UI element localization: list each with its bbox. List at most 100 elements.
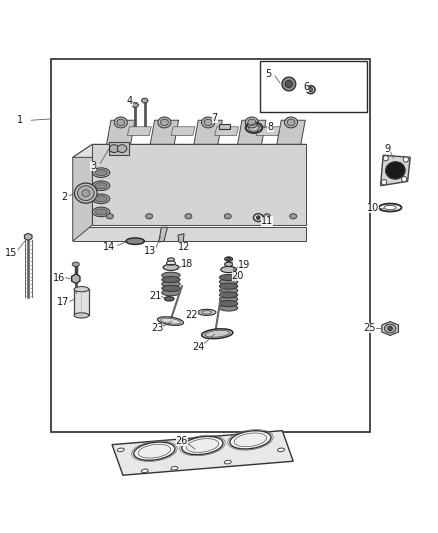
Polygon shape: [381, 155, 410, 185]
Ellipse shape: [95, 196, 107, 202]
Ellipse shape: [134, 442, 175, 461]
Text: 13: 13: [144, 246, 156, 256]
Text: 17: 17: [57, 297, 69, 308]
Text: 2: 2: [61, 192, 67, 201]
Text: 1: 1: [17, 115, 23, 125]
Ellipse shape: [158, 117, 171, 128]
Circle shape: [308, 87, 313, 92]
Ellipse shape: [95, 169, 107, 176]
Circle shape: [282, 77, 296, 91]
Ellipse shape: [161, 318, 180, 324]
Text: 16: 16: [53, 273, 65, 283]
Circle shape: [402, 176, 407, 182]
Ellipse shape: [163, 264, 179, 270]
Text: 15: 15: [5, 248, 18, 259]
Polygon shape: [74, 289, 89, 316]
Ellipse shape: [204, 119, 212, 126]
Polygon shape: [194, 120, 222, 144]
Ellipse shape: [162, 281, 180, 287]
Ellipse shape: [278, 448, 284, 451]
Circle shape: [381, 180, 387, 185]
Polygon shape: [25, 233, 32, 240]
Ellipse shape: [106, 214, 113, 219]
Polygon shape: [237, 120, 266, 144]
Ellipse shape: [221, 266, 237, 272]
Ellipse shape: [385, 161, 405, 179]
Ellipse shape: [162, 289, 180, 296]
Polygon shape: [277, 120, 305, 144]
Ellipse shape: [245, 117, 258, 128]
Ellipse shape: [162, 272, 180, 278]
Ellipse shape: [264, 214, 271, 219]
Ellipse shape: [219, 279, 238, 285]
Ellipse shape: [219, 283, 238, 289]
Ellipse shape: [78, 185, 94, 200]
Ellipse shape: [162, 277, 180, 282]
Ellipse shape: [92, 194, 110, 204]
Ellipse shape: [185, 214, 192, 219]
Ellipse shape: [146, 214, 152, 219]
Ellipse shape: [182, 437, 223, 455]
Ellipse shape: [205, 330, 230, 337]
Polygon shape: [215, 127, 239, 135]
Ellipse shape: [92, 168, 110, 177]
Text: 26: 26: [176, 436, 188, 446]
Ellipse shape: [219, 274, 238, 280]
Ellipse shape: [186, 439, 219, 453]
Polygon shape: [127, 127, 151, 135]
Text: 7: 7: [212, 113, 218, 123]
Circle shape: [227, 257, 230, 261]
Ellipse shape: [72, 262, 79, 266]
Ellipse shape: [290, 214, 297, 219]
Ellipse shape: [219, 301, 238, 306]
Text: 11: 11: [261, 216, 273, 226]
Ellipse shape: [219, 305, 238, 311]
Ellipse shape: [198, 309, 216, 316]
Ellipse shape: [287, 119, 295, 126]
Ellipse shape: [141, 469, 148, 473]
Ellipse shape: [248, 119, 256, 126]
Ellipse shape: [225, 262, 233, 266]
Circle shape: [388, 326, 392, 330]
Polygon shape: [219, 124, 230, 128]
Ellipse shape: [164, 297, 174, 301]
Polygon shape: [132, 103, 139, 107]
Text: 4: 4: [127, 95, 133, 106]
Polygon shape: [178, 234, 184, 243]
Circle shape: [383, 156, 389, 161]
Ellipse shape: [114, 117, 127, 128]
Circle shape: [403, 157, 409, 162]
Ellipse shape: [138, 445, 171, 458]
Text: 21: 21: [149, 291, 162, 301]
Polygon shape: [382, 321, 399, 335]
Circle shape: [257, 216, 260, 220]
Ellipse shape: [167, 258, 174, 261]
Text: 25: 25: [364, 324, 376, 334]
Polygon shape: [109, 142, 130, 155]
Ellipse shape: [74, 183, 97, 203]
Text: 5: 5: [266, 69, 272, 79]
Polygon shape: [256, 127, 280, 135]
Text: 23: 23: [151, 322, 163, 333]
Text: 9: 9: [384, 144, 390, 155]
Ellipse shape: [158, 317, 184, 325]
Ellipse shape: [230, 431, 271, 449]
Polygon shape: [73, 227, 306, 241]
Text: 22: 22: [185, 310, 198, 319]
Ellipse shape: [234, 433, 267, 447]
Ellipse shape: [385, 324, 396, 333]
Text: 12: 12: [178, 243, 190, 252]
Ellipse shape: [224, 461, 231, 464]
Ellipse shape: [201, 329, 233, 338]
Ellipse shape: [74, 287, 89, 292]
Text: 3: 3: [90, 161, 96, 171]
Polygon shape: [112, 431, 293, 475]
Text: 19: 19: [238, 260, 250, 270]
Ellipse shape: [95, 183, 107, 189]
Ellipse shape: [201, 117, 215, 128]
Ellipse shape: [126, 238, 145, 245]
Ellipse shape: [162, 285, 180, 292]
Polygon shape: [73, 144, 92, 241]
Text: 18: 18: [181, 260, 194, 269]
Ellipse shape: [219, 287, 238, 294]
